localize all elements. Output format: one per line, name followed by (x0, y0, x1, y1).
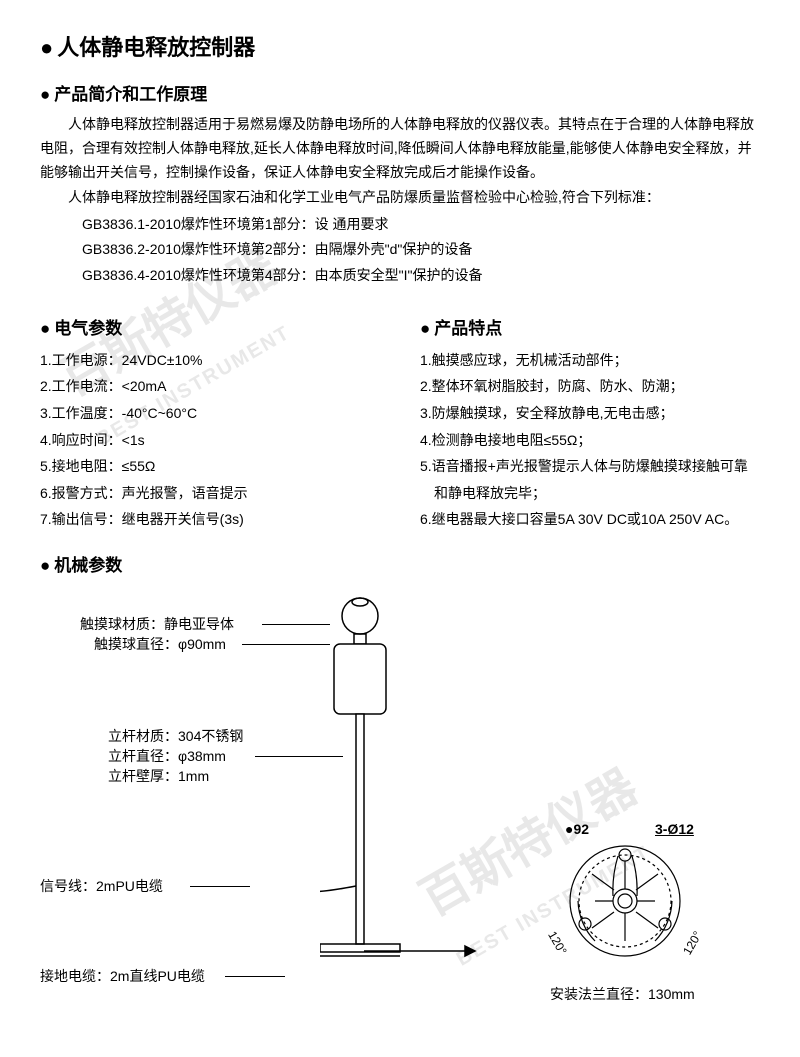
flange-diameter-label: 安装法兰直径：130mm (550, 984, 695, 1004)
intro-heading: 产品简介和工作原理 (40, 80, 760, 105)
elec-spec: 5.接地电阻：≤55Ω (40, 453, 380, 480)
features-heading: 产品特点 (420, 314, 760, 339)
ground-cable-label: 接地电缆：2m直线PU电缆 (40, 966, 205, 986)
elec-spec: 4.响应时间：<1s (40, 427, 380, 454)
elec-spec: 3.工作温度：-40°C~60°C (40, 400, 380, 427)
feature-item: 6.继电器最大接口容量5A 30V DC或10A 250V AC。 (420, 506, 760, 533)
standard-item: GB3836.4-2010爆炸性环境第4部分：由本质安全型"I"保护的设备 (82, 263, 760, 288)
pole-diameter-label: 立杆直径：φ38mm (108, 746, 226, 766)
elec-spec: 2.工作电流：<20mA (40, 373, 380, 400)
intro-paragraph-1: 人体静电释放控制器适用于易燃易爆及防静电场所的人体静电释放的仪器仪表。其特点在于… (40, 113, 760, 184)
feature-item: 2.整体环氧树脂胶封，防腐、防水、防潮； (420, 373, 760, 400)
feature-item: 1.触摸感应球，无机械活动部件； (420, 347, 760, 374)
mechanical-diagram: 触摸球材质：静电亚导体 触摸球直径：φ90mm 立杆材质：304不锈钢 立杆直径… (40, 586, 760, 1006)
feature-item: 3.防爆触摸球，安全释放静电,无电击感； (420, 400, 760, 427)
device-drawing: Ex (320, 586, 520, 986)
ball-material-label: 触摸球材质：静电亚导体 (80, 614, 234, 634)
page-title: 人体静电释放控制器 (40, 30, 760, 62)
feature-item: 和静电释放完毕； (420, 480, 760, 507)
ball-diameter-label: 触摸球直径：φ90mm (94, 634, 226, 654)
mech-heading: 机械参数 (40, 551, 760, 576)
feature-item: 5.语音播报+声光报警提示人体与防爆触摸球接触可靠 (420, 453, 760, 480)
elec-spec: 1.工作电源：24VDC±10% (40, 347, 380, 374)
intro-paragraph-2: 人体静电释放控制器经国家石油和化学工业电气产品防爆质量监督检验中心检验,符合下列… (40, 186, 760, 210)
pole-wall-label: 立杆壁厚：1mm (108, 766, 209, 786)
standard-item: GB3836.1-2010爆炸性环境第1部分：设 通用要求 (82, 212, 760, 237)
elec-spec: 6.报警方式：声光报警，语音提示 (40, 480, 380, 507)
flange-hole-dim: 3-Ø12 (655, 821, 694, 837)
signal-cable-label: 信号线：2mPU电缆 (40, 876, 163, 896)
feature-item: 4.检测静电接地电阻≤55Ω； (420, 427, 760, 454)
pole-material-label: 立杆材质：304不锈钢 (108, 726, 243, 746)
watermark: ⟳ (0, 845, 9, 896)
standard-item: GB3836.2-2010爆炸性环境第2部分：由隔爆外壳"d"保护的设备 (82, 237, 760, 262)
elec-spec: 7.输出信号：继电器开关信号(3s) (40, 506, 380, 533)
flange-dim-92: ●92 (565, 821, 589, 837)
flange-drawing (540, 826, 710, 996)
elec-heading: 电气参数 (40, 314, 380, 339)
